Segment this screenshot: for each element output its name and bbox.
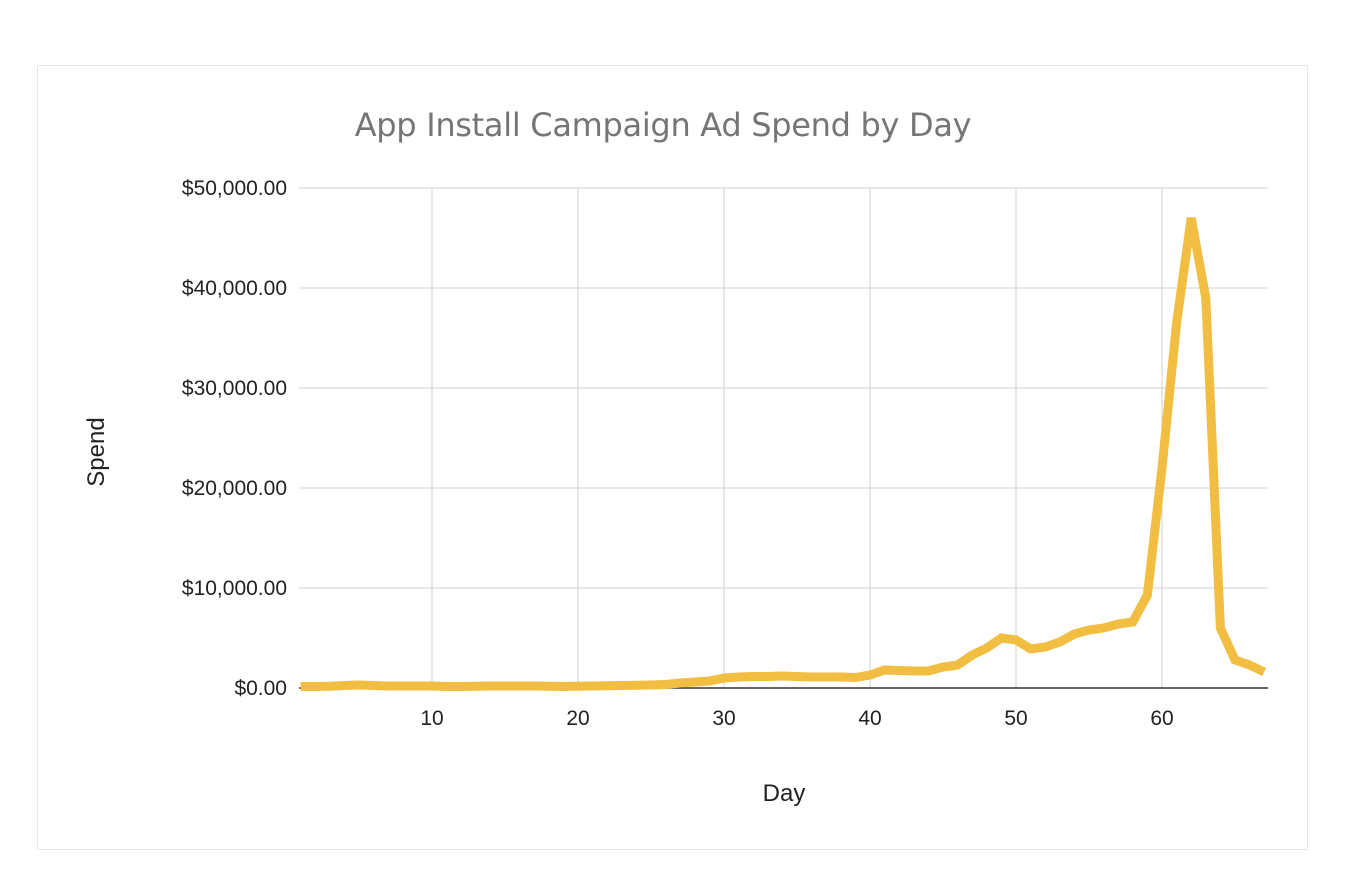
x-tick-label: 20 [566,707,589,730]
y-tick-label: $50,000.00 [182,177,287,200]
x-tick-label: 10 [420,707,443,730]
y-axis-label: Spend [83,417,110,486]
x-tick-label: 50 [1004,707,1027,730]
y-axis-ticks: $0.00 $10,000.00 $20,000.00 $30,000.00 $40,0… [182,177,287,700]
x-axis-ticks: 10 20 30 40 50 60 [420,707,1173,730]
y-tick-label: $20,000.00 [182,477,287,500]
x-tick-label: 40 [858,707,881,730]
y-tick-label: $40,000.00 [182,277,287,300]
x-tick-label: 30 [712,707,735,730]
chart-container [37,65,1308,850]
y-tick-label: $10,000.00 [182,577,287,600]
chart-title: App Install Campaign Ad Spend by Day [354,106,972,144]
gridlines [299,187,1268,688]
y-tick-label: $0.00 [234,677,287,700]
y-tick-label: $30,000.00 [182,377,287,400]
spend-series-line [300,217,1267,692]
x-axis-label: Day [763,780,806,807]
x-tick-label: 60 [1150,707,1173,730]
